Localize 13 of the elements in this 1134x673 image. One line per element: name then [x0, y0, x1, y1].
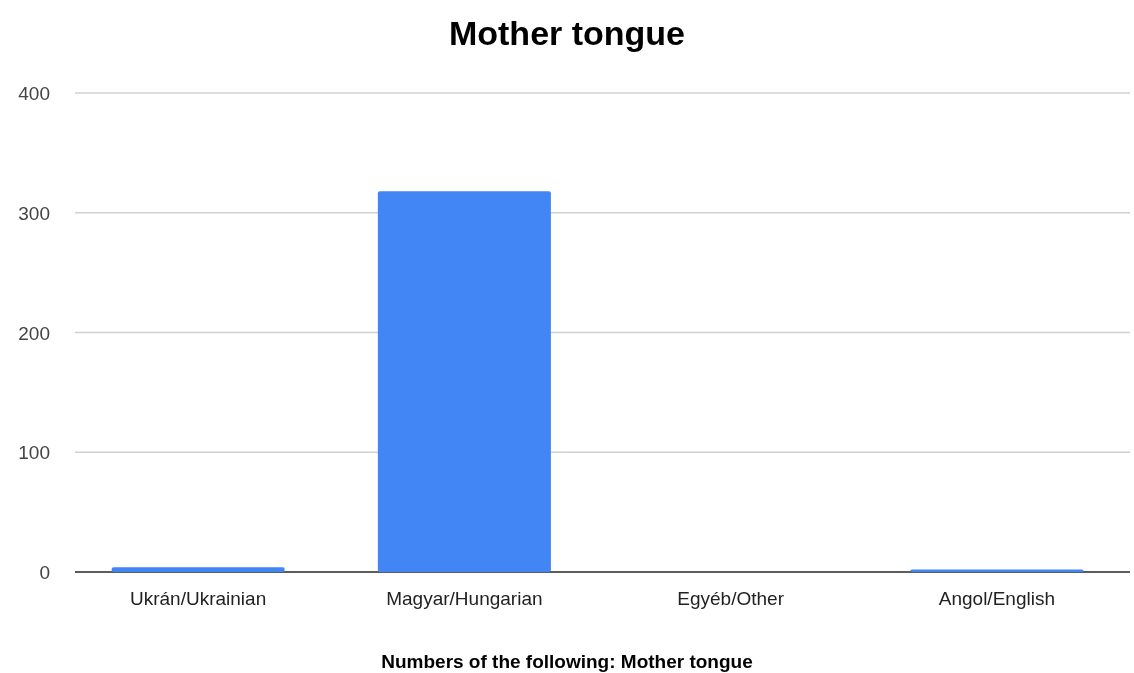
chart-title: Mother tongue — [448, 14, 686, 52]
x-tick-label: Magyar/Hungarian — [386, 588, 543, 609]
x-tick-label: Egyéb/Other — [677, 588, 785, 609]
y-tick-label: 0 — [39, 562, 50, 583]
bar — [377, 191, 551, 572]
y-tick-label: 400 — [18, 83, 50, 104]
y-tick-label: 100 — [18, 442, 50, 464]
x-tick-label: Ukrán/Ukrainian — [130, 588, 267, 609]
y-tick-label: 300 — [18, 202, 50, 224]
x-axis-title: Numbers of the following: Mother tongue — [381, 651, 753, 672]
x-tick-label: Angol/English — [938, 588, 1055, 609]
y-tick-label: 200 — [18, 322, 50, 344]
bar — [111, 567, 285, 572]
